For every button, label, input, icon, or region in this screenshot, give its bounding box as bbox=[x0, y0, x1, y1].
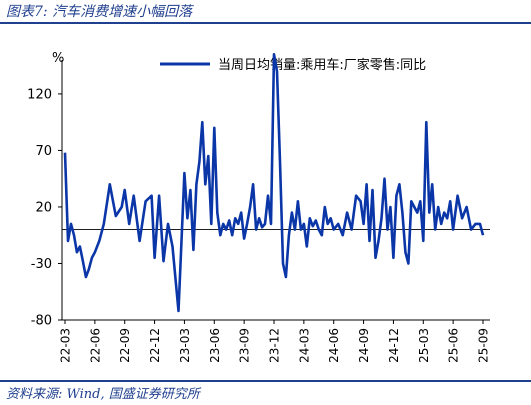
x-tick-label: 22-06 bbox=[88, 328, 102, 363]
legend-label: 当周日均销量:乘用车:厂家零售:同比 bbox=[218, 57, 426, 73]
x-tick-label: 22-09 bbox=[118, 328, 132, 363]
x-tick-label: 22-03 bbox=[59, 328, 73, 363]
y-tick-label: 20 bbox=[35, 200, 52, 215]
x-tick-label: 25-06 bbox=[447, 328, 461, 363]
x-tick-label: 23-12 bbox=[268, 328, 282, 363]
y-axis-unit-label: % bbox=[52, 51, 64, 66]
x-tick-label: 23-06 bbox=[208, 328, 222, 363]
x-tick-label: 24-06 bbox=[327, 328, 341, 363]
footer-rule bbox=[0, 380, 531, 382]
y-axis: -80 -30 20 70 120 bbox=[27, 60, 63, 329]
x-tick-label: 22-12 bbox=[148, 328, 162, 363]
x-axis: 22-03 22-06 22-09 22-12 23-03 23-06 23-09 23-12… bbox=[59, 319, 491, 363]
x-tick-label: 23-03 bbox=[178, 328, 192, 363]
series-line bbox=[63, 52, 485, 313]
x-tick-label: 23-09 bbox=[238, 328, 252, 363]
x-tick-label: 25-09 bbox=[477, 328, 491, 363]
line-chart: % 当周日均销量:乘用车:厂家零售:同比 -80 -30 20 70 120 22-03… bbox=[27, 51, 491, 363]
y-tick-label: 120 bbox=[27, 87, 52, 102]
x-tick-label: 24-03 bbox=[297, 328, 311, 363]
y-tick-label: -30 bbox=[31, 257, 52, 272]
figure-title: 图表7: 汽车消费增速小幅回落 bbox=[6, 4, 193, 20]
y-tick-label: -80 bbox=[31, 314, 52, 329]
chart-legend: 当周日均销量:乘用车:厂家零售:同比 bbox=[160, 57, 426, 73]
x-tick-label: 24-12 bbox=[387, 328, 401, 363]
x-tick-label: 25-03 bbox=[417, 328, 431, 363]
source-note: 资料来源: Wind, 国盛证券研究所 bbox=[6, 387, 200, 402]
x-tick-label: 24-09 bbox=[357, 328, 371, 363]
title-rule bbox=[0, 22, 531, 24]
y-tick-label: 70 bbox=[35, 144, 52, 159]
